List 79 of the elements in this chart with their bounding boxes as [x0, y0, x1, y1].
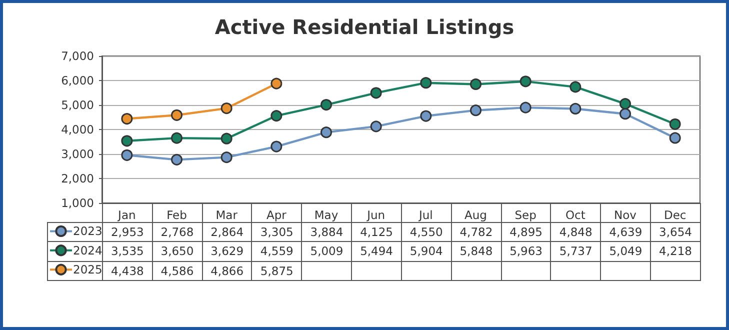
data-label: 5,737 — [550, 242, 601, 262]
point — [420, 77, 432, 89]
point — [620, 108, 631, 120]
data-label: 4,218 — [650, 242, 700, 262]
point — [121, 149, 133, 161]
data-label: 3,535 — [102, 242, 152, 262]
x-tick-label: Apr — [266, 208, 287, 222]
y-tick-label: 7,000 — [61, 49, 94, 63]
data-label: 4,782 — [451, 222, 502, 242]
legend-label: 2024 — [73, 243, 102, 258]
y-tick-label: 6,000 — [61, 74, 94, 88]
x-tick-label: Mar — [216, 208, 238, 222]
point — [520, 102, 532, 114]
point — [171, 132, 182, 144]
point — [220, 102, 232, 114]
y-tick-label: 3,000 — [61, 147, 94, 161]
point — [121, 113, 133, 125]
point — [370, 120, 382, 132]
data-label: 2,768 — [152, 222, 202, 242]
x-tick-label: Aug — [464, 208, 487, 222]
point — [270, 78, 282, 90]
point — [470, 78, 482, 90]
point — [220, 132, 232, 144]
point — [669, 132, 681, 144]
data-label: 4,559 — [252, 242, 302, 262]
point — [320, 126, 332, 138]
point — [520, 76, 532, 88]
point — [320, 99, 332, 111]
point — [370, 87, 382, 99]
data-label: 2,953 — [102, 222, 152, 242]
data-label: 3,654 — [650, 222, 700, 242]
data-label: 3,629 — [202, 242, 252, 262]
x-tick-label: Feb — [166, 208, 187, 222]
x-tick-label: Jan — [117, 208, 136, 222]
data-label: 4,848 — [550, 222, 601, 242]
data-label: 3,884 — [302, 222, 352, 242]
legend-label: 2023 — [73, 224, 102, 238]
x-tick-label: Dec — [664, 208, 686, 222]
y-tick-label: 5,000 — [61, 98, 94, 112]
data-label: 5,494 — [352, 242, 402, 262]
data-label: 5,009 — [302, 242, 352, 262]
y-tick-label: 2,000 — [61, 172, 94, 186]
data-label: 5,848 — [451, 242, 502, 262]
x-tick-label: May — [314, 208, 338, 222]
data-label: 4,866 — [202, 261, 252, 280]
data-label: 4,639 — [600, 222, 651, 242]
x-tick-label: Jul — [418, 208, 433, 222]
data-label: 3,305 — [252, 222, 302, 242]
point — [171, 109, 182, 121]
data-label: 4,586 — [152, 261, 202, 280]
x-tick-label: Oct — [565, 208, 586, 222]
point — [171, 154, 182, 166]
data-label: 4,895 — [501, 222, 551, 242]
point — [420, 110, 432, 122]
point — [270, 140, 282, 152]
point — [570, 81, 582, 93]
y-tick-label: 4,000 — [61, 122, 94, 136]
point — [121, 135, 133, 147]
point — [270, 110, 282, 122]
legend-label: 2025 — [73, 262, 102, 277]
point — [669, 118, 681, 130]
data-label: 5,049 — [600, 242, 651, 262]
data-label: 5,904 — [401, 242, 452, 262]
data-label: 4,438 — [102, 261, 152, 280]
data-label: 3,650 — [152, 242, 202, 262]
data-label: 5,963 — [501, 242, 551, 262]
data-label: 2,864 — [202, 222, 252, 242]
point — [470, 104, 482, 116]
data-label: 4,550 — [401, 222, 452, 242]
point — [570, 102, 582, 114]
x-tick-label: Sep — [514, 208, 536, 222]
data-label: 4,125 — [352, 222, 402, 242]
chart-title: Active Residential Listings — [214, 15, 514, 39]
y-tick-label: 1,000 — [61, 196, 94, 210]
x-tick-label: Nov — [614, 208, 637, 222]
data-label: 5,875 — [252, 261, 302, 280]
x-tick-label: Jun — [366, 208, 386, 222]
point — [620, 98, 631, 110]
point — [220, 152, 232, 164]
